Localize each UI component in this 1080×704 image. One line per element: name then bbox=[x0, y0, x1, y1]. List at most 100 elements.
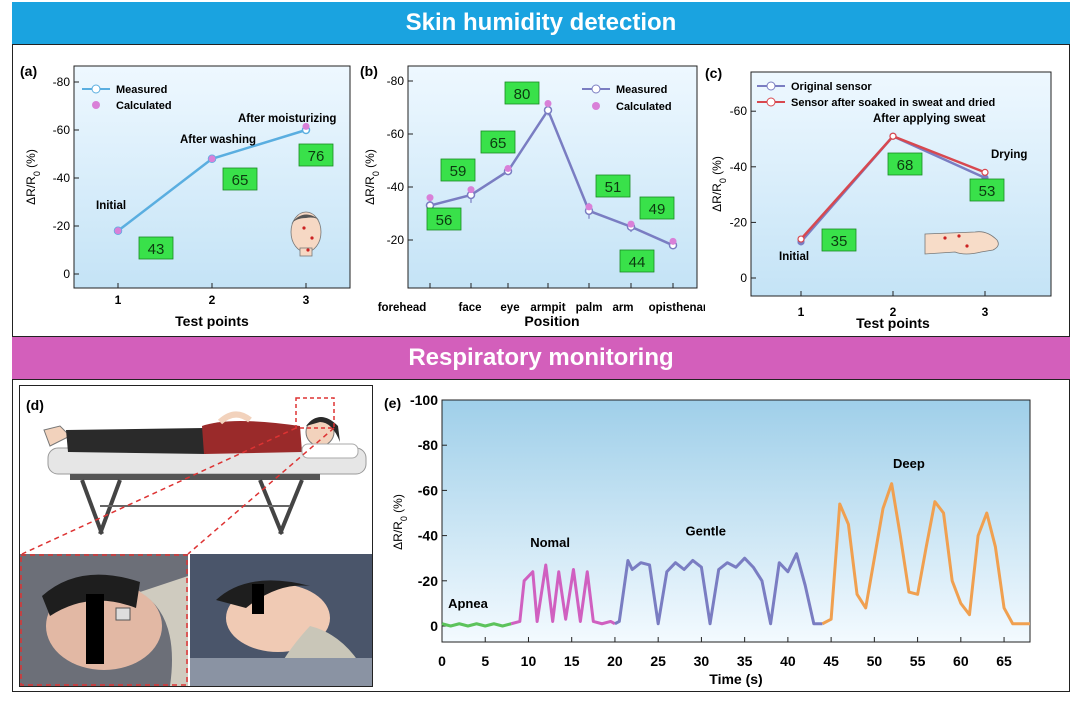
x-axis-label-b: Position bbox=[524, 313, 579, 329]
x-tick-label: forehead bbox=[378, 302, 427, 314]
y-tick-label: -60 bbox=[730, 104, 748, 118]
legend-original-marker bbox=[766, 81, 776, 91]
panel-d-illustration bbox=[20, 397, 372, 686]
legend-measured-text: Measured bbox=[116, 84, 167, 96]
y-label-sub: 0 bbox=[371, 171, 381, 176]
legend-calculated-marker bbox=[592, 102, 600, 110]
lcd-display-value: 43 bbox=[148, 241, 165, 258]
x-tick-label: 3 bbox=[982, 305, 989, 319]
legend-original-text: Original sensor bbox=[791, 81, 872, 93]
series-point bbox=[797, 235, 805, 243]
x-tick-label: 15 bbox=[564, 653, 580, 669]
lcd-display-value: 51 bbox=[605, 179, 622, 196]
y-tick-label: -20 bbox=[53, 219, 71, 233]
lcd-display-value: 76 bbox=[308, 148, 325, 165]
y-label-main: ΔR/R bbox=[391, 521, 405, 550]
annotation-label: After moisturizing bbox=[238, 113, 336, 125]
annotations-c: Initial After applying sweat Drying bbox=[779, 113, 1027, 263]
annotation-label: Drying bbox=[991, 149, 1027, 161]
calculated-point bbox=[669, 237, 677, 245]
lcd-display-value: 65 bbox=[232, 172, 249, 189]
x-axis-label-c: Test points bbox=[856, 315, 930, 331]
lcd-display-bg bbox=[969, 178, 1005, 202]
x-axis-label-a: Test points bbox=[175, 313, 249, 329]
lcd-display-bg bbox=[426, 207, 462, 231]
lcd-display-bg bbox=[619, 249, 655, 273]
legend-measured-marker bbox=[91, 84, 101, 94]
person-lying bbox=[43, 411, 359, 459]
x-tick-label: face bbox=[458, 302, 481, 314]
series-line-deep bbox=[821, 482, 1030, 626]
y-axis-label-a: ΔR/R0 (%) bbox=[24, 149, 42, 205]
y-tick-label: 0 bbox=[740, 271, 747, 285]
skin-panels-frame bbox=[12, 44, 1070, 337]
marks-a bbox=[113, 122, 311, 236]
y-tick-label: -40 bbox=[730, 160, 748, 174]
plot-area-e bbox=[441, 399, 1031, 643]
y-tick-label: -80 bbox=[53, 75, 71, 89]
annotation-label: Apnea bbox=[448, 596, 489, 611]
face-photo-front bbox=[20, 554, 188, 686]
y-label-main: ΔR/R bbox=[24, 176, 38, 205]
calculated-point bbox=[208, 155, 216, 163]
x-tick-label: 35 bbox=[737, 653, 753, 669]
calculated-point bbox=[114, 227, 122, 235]
skin-humidity-banner: Skin humidity detection bbox=[12, 2, 1070, 44]
annotation-label: Nomal bbox=[530, 535, 570, 550]
y-ticks-c: -60 -40 -20 0 bbox=[730, 104, 756, 285]
lcd-display-bg bbox=[639, 196, 675, 220]
x-tick-label: 25 bbox=[650, 653, 666, 669]
y-label-sub: 0 bbox=[718, 178, 728, 183]
marks-b bbox=[425, 100, 678, 250]
y-axis-label-c: ΔR/R0 (%) bbox=[710, 156, 728, 212]
lcd-display-bg bbox=[138, 236, 174, 260]
panel-label-c: (c) bbox=[705, 65, 722, 81]
y-ticks-b: -80 -60 -40 -20 bbox=[387, 74, 413, 247]
y-tick-label: -40 bbox=[53, 171, 71, 185]
lcd-display-bg bbox=[298, 143, 334, 167]
x-tick-label: 2 bbox=[209, 293, 216, 307]
x-tick-label: arm bbox=[612, 302, 633, 314]
x-tick-label: 3 bbox=[303, 293, 310, 307]
y-ticks-a: -80 -60 -40 -20 0 bbox=[53, 75, 79, 281]
panel-label-e: (e) bbox=[384, 395, 401, 411]
x-ticks-c: 1 2 3 bbox=[798, 291, 989, 319]
panel-label-d: (d) bbox=[26, 397, 44, 413]
lcd-display-bg bbox=[595, 174, 631, 198]
x-tick-label: 5 bbox=[481, 653, 489, 669]
chart-a: (a) -80 -60 -40 -20 0 1 2 3 43 65 76 Measured Cal… bbox=[20, 63, 351, 329]
chart-e: (e) -100 -80 -60 -40 -20 0 0 5 10 15 20 25 30 35 40 45… bbox=[384, 392, 1031, 687]
displays-b: 56 59 65 80 51 49 44 bbox=[426, 81, 675, 273]
annotation-label: Deep bbox=[893, 456, 925, 471]
calculated-point bbox=[302, 122, 310, 130]
y-tick-label: -40 bbox=[387, 180, 405, 194]
legend-soaked-text: Sensor after soaked in sweat and dried bbox=[791, 97, 995, 109]
x-tick-label: 65 bbox=[996, 653, 1012, 669]
y-tick-label: -80 bbox=[418, 437, 438, 453]
x-tick-label: 45 bbox=[823, 653, 839, 669]
y-label-unit: (%) bbox=[363, 149, 377, 171]
lcd-display-bg bbox=[887, 152, 923, 176]
lcd-display-bg bbox=[440, 158, 476, 182]
legend-measured-text: Measured bbox=[616, 84, 667, 96]
annotations-a: Initial After washing After moisturizing bbox=[96, 113, 336, 212]
displays-a: 43 65 76 bbox=[138, 143, 334, 260]
series-point bbox=[889, 132, 897, 140]
lcd-display-bg bbox=[480, 130, 516, 154]
annotation-label: After washing bbox=[180, 134, 256, 146]
x-tick-label: 60 bbox=[953, 653, 969, 669]
x-tick-label: 50 bbox=[867, 653, 883, 669]
series-line-gentle bbox=[614, 552, 823, 626]
lcd-display-value: 65 bbox=[490, 135, 507, 152]
y-ticks-e: -100 -80 -60 -40 -20 0 bbox=[410, 392, 447, 634]
y-label-sub: 0 bbox=[399, 516, 409, 521]
y-tick-label: -80 bbox=[387, 74, 405, 88]
bed bbox=[47, 447, 367, 535]
x-tick-label: opisthenar bbox=[649, 302, 705, 314]
lcd-display-value: 49 bbox=[649, 201, 666, 218]
x-tick-label: 20 bbox=[607, 653, 623, 669]
y-label-sub: 0 bbox=[32, 171, 42, 176]
legend-calculated-marker bbox=[92, 101, 100, 109]
lcd-display-value: 68 bbox=[897, 157, 914, 174]
y-label-unit: (%) bbox=[391, 494, 405, 516]
